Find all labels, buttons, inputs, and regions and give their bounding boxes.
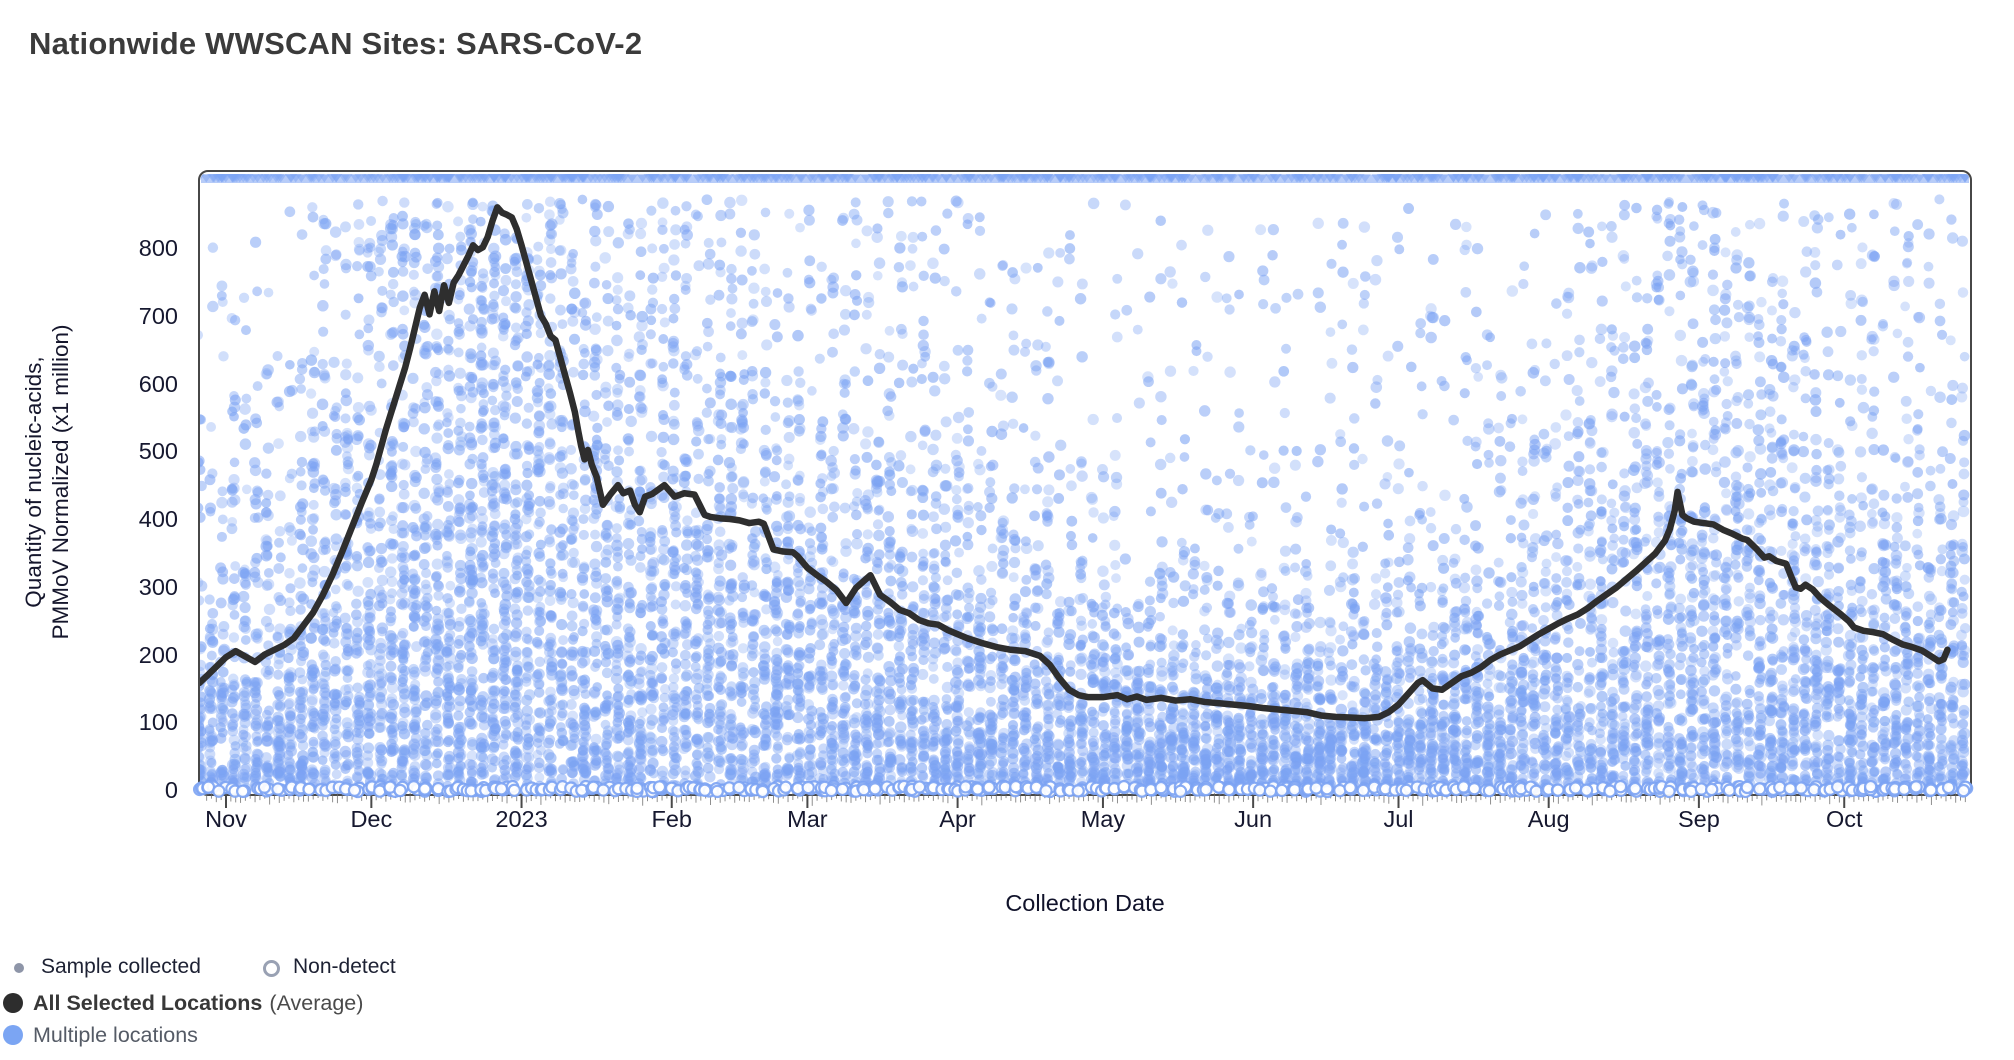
- all-selected-locations-text: All Selected Locations: [33, 991, 263, 1015]
- multiple-locations-dot-icon: [3, 1025, 23, 1045]
- non-detect-ring-icon: [263, 960, 280, 977]
- y-axis-title: Quantity of nucleic-acids, PMMoV Normali…: [20, 324, 74, 639]
- y-axis-title-line1: Quantity of nucleic-acids,: [21, 356, 46, 608]
- sample-collected-label: Sample collected: [41, 955, 201, 978]
- x-tick-label-mar: Mar: [787, 806, 828, 832]
- x-tick-label-aug: Aug: [1527, 806, 1570, 832]
- x-tick-label-oct: Oct: [1825, 806, 1863, 832]
- y-tick-label: 100: [138, 709, 178, 736]
- y-tick-label: 300: [138, 573, 178, 600]
- x-tick-label-dec: Dec: [350, 806, 393, 832]
- x-tick-label-nov: Nov: [205, 806, 247, 832]
- y-tick-label: 600: [138, 370, 178, 397]
- y-tick-label: 500: [138, 438, 178, 465]
- x-tick-label-apr: Apr: [939, 806, 976, 832]
- non-detect-label: Non-detect: [293, 955, 396, 978]
- multiple-locations-label: Multiple locations: [33, 1023, 198, 1047]
- y-tick-label: 0: [164, 777, 178, 803]
- y-tick-label: 800: [138, 235, 178, 261]
- x-tick-label-feb: Feb: [651, 806, 692, 832]
- average-suffix: (Average): [269, 991, 364, 1015]
- x-tick-label-may: May: [1080, 806, 1126, 832]
- x-tick-label-2023: 2023: [495, 806, 548, 832]
- x-tick-label-jun: Jun: [1234, 806, 1273, 832]
- all-selected-locations-dot-icon: [3, 993, 23, 1013]
- x-tick-label-sep: Sep: [1677, 806, 1720, 832]
- y-tick-label: 700: [138, 302, 178, 329]
- y-tick-label: 200: [138, 641, 178, 668]
- y-tick-label: 400: [138, 506, 178, 532]
- x-tick-label-jul: Jul: [1383, 806, 1414, 832]
- x-axis-title: Collection Date: [1005, 890, 1165, 916]
- y-axis-title-line2: PMMoV Normalized (x1 million): [48, 324, 73, 640]
- all-selected-locations-label: All Selected Locations (Average): [33, 991, 363, 1016]
- sample-collected-dot-icon: [14, 963, 24, 973]
